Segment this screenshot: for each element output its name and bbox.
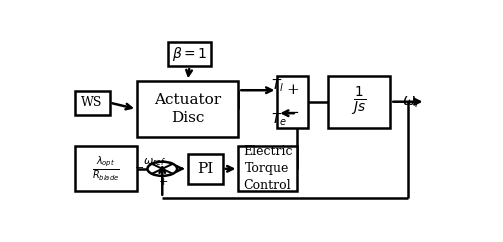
Bar: [188, 154, 223, 184]
Bar: [328, 76, 390, 128]
Text: $T_l$: $T_l$: [272, 78, 285, 94]
Bar: [277, 76, 308, 128]
Text: −: −: [135, 163, 144, 173]
Text: $T_e$: $T_e$: [272, 111, 288, 128]
Text: WS: WS: [81, 96, 103, 109]
Bar: [74, 146, 137, 191]
Bar: [137, 81, 238, 137]
Text: PI: PI: [197, 162, 213, 176]
Bar: [168, 42, 211, 66]
Text: $\omega_{ref}$: $\omega_{ref}$: [143, 156, 166, 168]
Text: +: +: [159, 177, 168, 187]
Text: Electric
Torque
Control: Electric Torque Control: [243, 145, 292, 192]
Text: +: +: [287, 83, 299, 97]
Bar: [238, 146, 297, 191]
Text: $\beta=1$: $\beta=1$: [172, 45, 207, 63]
Text: $\omega_r$: $\omega_r$: [402, 94, 422, 110]
Text: $\frac{1}{Js}$: $\frac{1}{Js}$: [352, 85, 367, 118]
Text: $\frac{\lambda_{opt}}{R_{blade}}$: $\frac{\lambda_{opt}}{R_{blade}}$: [92, 155, 120, 183]
Text: −: −: [287, 106, 299, 120]
Bar: [74, 91, 110, 115]
Text: Actuator
Disc: Actuator Disc: [154, 93, 221, 125]
